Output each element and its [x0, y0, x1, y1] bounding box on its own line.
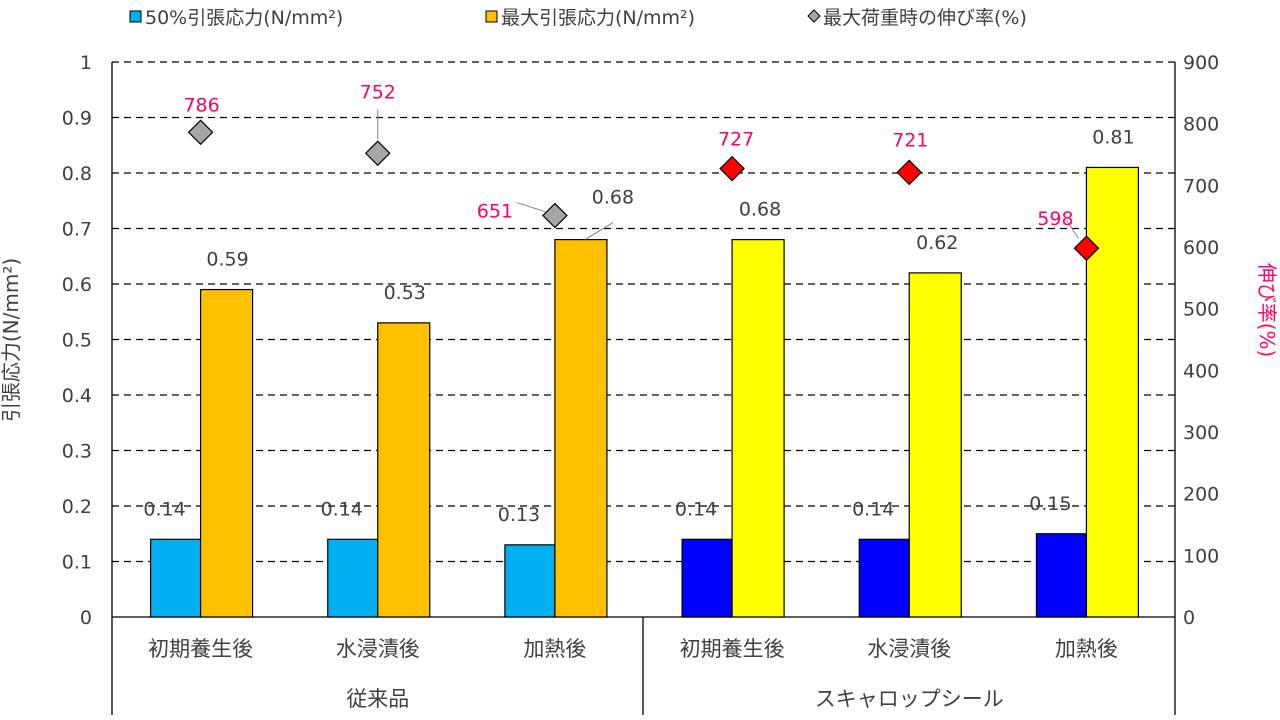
data-label-max-stress: 0.68 — [592, 187, 634, 209]
y-tick-label: 0.9 — [62, 108, 92, 130]
data-label-50pct-stress: 0.14 — [675, 498, 717, 520]
category-label: 初期養生後 — [680, 637, 785, 661]
data-label-50pct-stress: 0.14 — [143, 498, 185, 520]
data-label-50pct-stress: 0.13 — [498, 504, 540, 526]
legend-swatch-max-stress — [485, 10, 498, 23]
data-label-max-stress: 0.68 — [739, 199, 781, 221]
bar-50pct-stress — [858, 538, 910, 618]
data-label-elongation: 651 — [477, 201, 513, 223]
group-label: 従来品 — [346, 687, 409, 711]
data-label-50pct-stress: 0.14 — [852, 498, 894, 520]
group-label: スキャロップシール — [815, 687, 1004, 711]
y-tick-label: 0 — [80, 607, 92, 629]
bar-max-stress — [908, 272, 962, 618]
y2-tick-label: 500 — [1183, 299, 1219, 321]
data-label-elongation: 727 — [718, 129, 754, 151]
y-tick-label: 1 — [80, 52, 92, 74]
elongation-marker — [364, 140, 391, 167]
y2-tick-label: 400 — [1183, 360, 1219, 382]
y-tick-label: 0.7 — [62, 219, 92, 241]
data-label-elongation: 721 — [892, 129, 928, 151]
legend-swatch-elongation — [807, 9, 821, 23]
bar-50pct-stress — [327, 538, 379, 618]
bar-max-stress — [377, 322, 431, 618]
data-label-max-stress: 0.81 — [1092, 126, 1134, 148]
category-label: 水浸漬後 — [336, 637, 420, 661]
elongation-marker — [542, 202, 568, 229]
y-tick-label: 0.5 — [62, 330, 92, 352]
legend-label: 50%引張応力(N/mm²) — [145, 7, 343, 29]
category-label: 加熱後 — [523, 637, 586, 661]
leader-line — [584, 222, 614, 241]
data-label-elongation: 786 — [183, 94, 219, 116]
bar-50pct-stress — [504, 544, 556, 618]
data-label-50pct-stress: 0.14 — [321, 498, 363, 520]
y2-tick-label: 800 — [1183, 114, 1219, 136]
y2-tick-label: 0 — [1183, 607, 1195, 629]
legend-swatch-50pct-stress — [129, 10, 142, 23]
elongation-marker — [1073, 235, 1100, 262]
category-label: 加熱後 — [1055, 637, 1118, 661]
y2-tick-label: 600 — [1183, 237, 1219, 259]
y-tick-label: 0.2 — [62, 496, 92, 518]
legend-label: 最大引張応力(N/mm²) — [501, 7, 695, 29]
y2-tick-label: 200 — [1183, 484, 1219, 506]
legend-label: 最大荷重時の伸び率(%) — [823, 7, 1027, 29]
y2-tick-label: 300 — [1183, 422, 1219, 444]
data-label-elongation: 752 — [360, 81, 396, 103]
data-label-max-stress: 0.62 — [916, 232, 958, 254]
y2-tick-label: 900 — [1183, 52, 1219, 74]
data-label-elongation: 598 — [1037, 208, 1073, 230]
y-tick-label: 0.8 — [62, 163, 92, 185]
category-label: 水浸漬後 — [867, 637, 951, 661]
bar-max-stress — [199, 288, 254, 618]
y-tick-label: 0.1 — [62, 552, 92, 574]
bar-50pct-stress — [681, 538, 733, 618]
bar-max-stress — [554, 239, 608, 618]
bar-50pct-stress — [149, 538, 202, 618]
leader-line — [1066, 219, 1079, 239]
data-label-50pct-stress: 0.15 — [1029, 493, 1071, 515]
y2-axis-title: 伸び率(%) — [1255, 263, 1279, 358]
y-tick-label: 0.4 — [62, 385, 92, 407]
data-label-max-stress: 0.59 — [206, 249, 248, 271]
elongation-marker — [719, 155, 745, 182]
data-label-max-stress: 0.53 — [384, 282, 426, 304]
y-axis-title: 引張応力(N/mm²) — [0, 258, 23, 422]
elongation-marker — [187, 119, 214, 146]
y-tick-label: 0.6 — [62, 274, 92, 296]
bar-max-stress — [731, 239, 785, 618]
bar-max-stress — [1085, 166, 1140, 618]
leader-line — [516, 202, 546, 213]
y2-tick-label: 700 — [1183, 175, 1219, 197]
y-tick-label: 0.3 — [62, 441, 92, 463]
y2-tick-label: 100 — [1183, 545, 1219, 567]
category-label: 初期養生後 — [148, 637, 253, 661]
bar-50pct-stress — [1035, 533, 1088, 618]
elongation-marker — [896, 159, 923, 186]
